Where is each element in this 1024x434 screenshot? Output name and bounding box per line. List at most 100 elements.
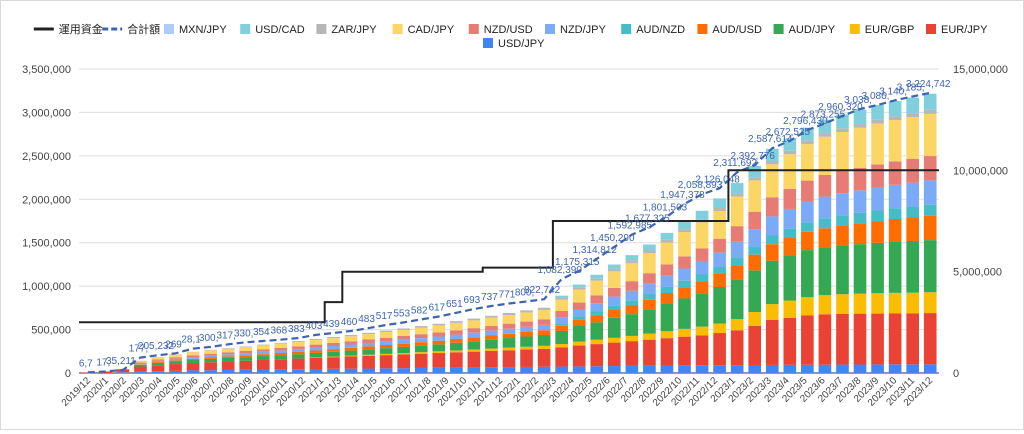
total-data-label: 6,7 bbox=[79, 358, 93, 369]
bar-eur-gbp bbox=[713, 323, 726, 333]
bar-usd-jpy bbox=[555, 367, 568, 373]
bar-aud-usd bbox=[327, 349, 340, 352]
bar-aud-jpy bbox=[204, 359, 217, 362]
bar-eur-jpy bbox=[327, 357, 340, 369]
bar-cad-jpy bbox=[222, 349, 235, 352]
bar-zar-jpy bbox=[239, 347, 252, 348]
bar-nzd-usd bbox=[924, 156, 937, 180]
bar-aud-jpy bbox=[924, 240, 937, 292]
bar-aud-jpy bbox=[731, 280, 744, 319]
bar-aud-jpy bbox=[801, 250, 814, 297]
bar-nzd-usd bbox=[555, 311, 568, 317]
bar-aud-nzd bbox=[696, 275, 709, 282]
bar-nzd-usd bbox=[520, 322, 533, 327]
bar-nzd-jpy bbox=[204, 356, 217, 358]
bar-aud-nzd bbox=[871, 210, 884, 221]
bar-nzd-usd bbox=[397, 336, 410, 340]
bar-usd-jpy bbox=[819, 365, 832, 373]
left-tick-label: 500,000 bbox=[31, 325, 71, 337]
total-data-label: 330, bbox=[234, 328, 253, 339]
bar-usd-cad bbox=[906, 97, 919, 113]
bar-zar-jpy bbox=[468, 319, 481, 321]
bar-zar-jpy bbox=[520, 310, 533, 312]
legend-swatch-eur-jpy bbox=[926, 24, 936, 34]
bar-eur-jpy bbox=[239, 361, 252, 370]
left-tick-label: 0 bbox=[65, 368, 71, 380]
bar-usd-jpy bbox=[783, 365, 796, 373]
bar-nzd-usd bbox=[608, 288, 621, 297]
bar-nzd-usd bbox=[485, 326, 498, 331]
total-data-label: 1,947,378 bbox=[660, 190, 705, 201]
bar-aud-jpy bbox=[661, 303, 674, 331]
bar-eur-jpy bbox=[731, 330, 744, 365]
bar-cad-jpy bbox=[871, 124, 884, 165]
bar-eur-jpy bbox=[275, 359, 288, 369]
bar-cad-jpy bbox=[292, 342, 305, 346]
bar-zar-jpy bbox=[906, 113, 919, 117]
bar-eur-gbp bbox=[643, 334, 656, 340]
bar-cad-jpy bbox=[906, 117, 919, 159]
bar-eur-gbp bbox=[766, 304, 779, 320]
bar-eur-gbp bbox=[415, 352, 428, 354]
bar-nzd-usd bbox=[415, 334, 428, 338]
total-data-label: 693 bbox=[464, 295, 481, 306]
bar-zar-jpy bbox=[854, 124, 867, 128]
bar-zar-jpy bbox=[362, 333, 375, 334]
bar-aud-nzd bbox=[836, 215, 849, 225]
bar-aud-jpy bbox=[766, 261, 779, 304]
bar-aud-usd bbox=[538, 330, 551, 335]
bar-nzd-jpy bbox=[836, 193, 849, 215]
bar-eur-gbp bbox=[432, 351, 445, 353]
bar-usd-jpy bbox=[906, 364, 919, 373]
bar-eur-gbp bbox=[626, 336, 639, 341]
total-data-label: 439 bbox=[323, 319, 340, 330]
bar-nzd-jpy bbox=[169, 359, 182, 361]
bar-usd-jpy bbox=[678, 365, 691, 373]
bar-eur-jpy bbox=[257, 360, 270, 370]
bar-usd-jpy bbox=[275, 369, 288, 373]
bar-nzd-jpy bbox=[432, 337, 445, 341]
bar-aud-jpy bbox=[871, 243, 884, 293]
x-axis: 2019/122020/12020/22020/32020/42020/5202… bbox=[60, 375, 936, 409]
bar-aud-jpy bbox=[222, 358, 235, 361]
bar-aud-jpy bbox=[485, 340, 498, 349]
bar-aud-usd bbox=[187, 359, 200, 360]
legend-swatch-nzd-jpy bbox=[545, 24, 555, 34]
legend-label-aud-nzd: AUD/NZD bbox=[636, 24, 685, 36]
bar-nzd-jpy bbox=[906, 183, 919, 207]
bar-aud-usd bbox=[275, 353, 288, 355]
bar-aud-usd bbox=[783, 238, 796, 255]
bar-aud-usd bbox=[292, 352, 305, 354]
bar-nzd-jpy bbox=[783, 209, 796, 229]
bar-aud-usd bbox=[854, 223, 867, 244]
bar-aud-nzd bbox=[713, 267, 726, 274]
bar-aud-usd bbox=[924, 216, 937, 240]
bar-nzd-jpy bbox=[889, 185, 902, 208]
bar-eur-gbp bbox=[327, 356, 340, 357]
bar-aud-usd bbox=[415, 342, 428, 345]
bar-aud-usd bbox=[239, 355, 252, 357]
bar-usd-cad bbox=[643, 244, 656, 250]
bar-aud-jpy bbox=[696, 294, 709, 327]
bar-aud-jpy bbox=[397, 347, 410, 353]
bar-aud-nzd bbox=[590, 311, 603, 315]
bar-usd-cad bbox=[889, 101, 902, 116]
bar-aud-jpy bbox=[889, 242, 902, 293]
bar-eur-jpy bbox=[152, 365, 165, 371]
bar-zar-jpy bbox=[257, 345, 270, 346]
bar-nzd-jpy bbox=[590, 303, 603, 311]
bar-nzd-usd bbox=[643, 273, 656, 283]
legend-swatch-usd-cad bbox=[240, 24, 250, 34]
bar-cad-jpy bbox=[204, 350, 217, 353]
bar-nzd-usd bbox=[696, 248, 709, 261]
legend-swatch-usd-jpy bbox=[483, 38, 493, 48]
bar-cad-jpy bbox=[152, 357, 165, 359]
bar-eur-gbp bbox=[503, 348, 516, 351]
bar-zar-jpy bbox=[748, 177, 761, 180]
right-tick-label: 5,000,000 bbox=[953, 267, 1002, 279]
bar-nzd-jpy bbox=[362, 343, 375, 346]
total-data-label: 651 bbox=[446, 299, 463, 310]
left-tick-label: 1,500,000 bbox=[22, 238, 71, 250]
bar-aud-usd bbox=[485, 335, 498, 339]
bar-aud-usd bbox=[397, 344, 410, 347]
